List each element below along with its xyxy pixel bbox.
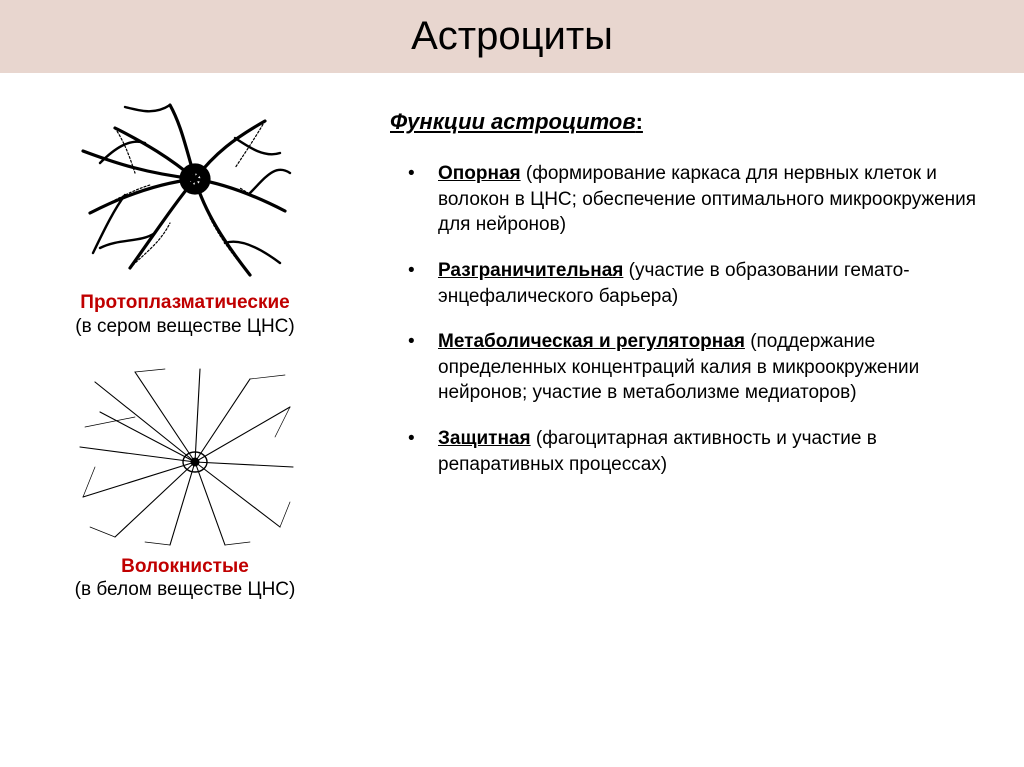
fig2-caption-main: Волокнистые (75, 555, 296, 579)
function-item: Опорная (формирование каркаса для нервны… (414, 161, 994, 238)
function-title: Защитная (438, 428, 531, 449)
function-item: Метаболическая и регуляторная (поддержан… (414, 329, 994, 406)
fig1-caption: Протоплазматические (в сером веществе ЦН… (75, 291, 294, 339)
function-item: Защитная (фагоцитарная активность и учас… (414, 426, 994, 477)
right-column: Функции астроцитов: Опорная (формировани… (340, 103, 994, 630)
page-title: Астроциты (0, 14, 1024, 59)
fig1-caption-sub: (в сером веществе ЦНС) (75, 315, 294, 339)
function-title: Опорная (438, 163, 521, 184)
function-title: Метаболическая и регуляторная (438, 331, 745, 352)
content-area: Протоплазматические (в сером веществе ЦН… (0, 73, 1024, 630)
protoplasmic-astrocyte-illustration (75, 103, 295, 283)
title-bar: Астроциты (0, 0, 1024, 73)
function-item: Разграничительная (участие в образовании… (414, 258, 994, 309)
left-column: Протоплазматические (в сером веществе ЦН… (30, 103, 340, 630)
fibrous-astrocyte-illustration (75, 367, 295, 547)
functions-heading: Функции астроцитов: (390, 109, 994, 135)
fig1-caption-main: Протоплазматические (75, 291, 294, 315)
functions-heading-text: Функции астроцитов (390, 109, 636, 134)
fig2-caption: Волокнистые (в белом веществе ЦНС) (75, 555, 296, 603)
function-title: Разграничительная (438, 260, 623, 281)
fig2-caption-sub: (в белом веществе ЦНС) (75, 578, 296, 602)
functions-list: Опорная (формирование каркаса для нервны… (390, 161, 994, 477)
